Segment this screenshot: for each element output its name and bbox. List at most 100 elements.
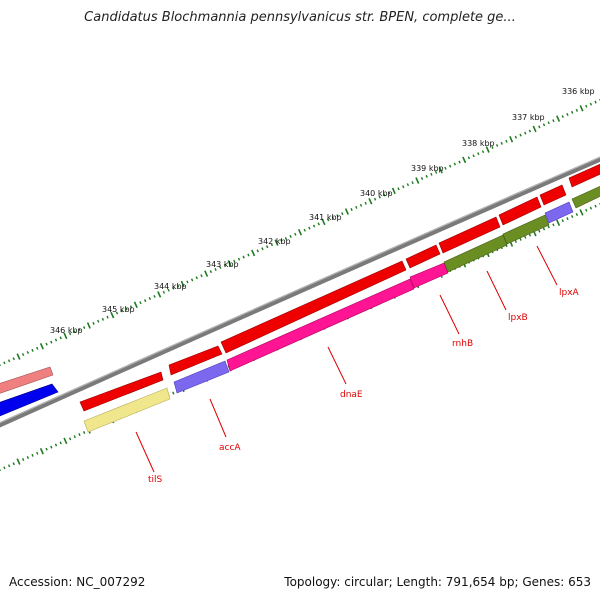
accession-label: Accession: NC_007292 bbox=[9, 575, 146, 589]
outer-scale-ruler bbox=[0, 98, 600, 367]
ruler-dot bbox=[106, 315, 109, 319]
ruler-dot bbox=[575, 108, 579, 112]
ruler-dot bbox=[430, 172, 433, 176]
ruler-dot bbox=[378, 195, 381, 199]
ruler-dot bbox=[402, 185, 405, 189]
callout-line-rnhB bbox=[439, 294, 460, 335]
ruler-dot bbox=[542, 123, 546, 127]
ruler-dot bbox=[68, 437, 72, 441]
ruler-dot bbox=[280, 239, 283, 242]
ruler-dot bbox=[570, 110, 574, 114]
ruler-dot bbox=[331, 216, 335, 220]
ruler-dot bbox=[570, 215, 574, 218]
gene-bar-accA[interactable] bbox=[173, 360, 230, 394]
ruler-dot bbox=[120, 309, 123, 313]
ruler-major-tick bbox=[415, 177, 420, 184]
ruler-dot bbox=[200, 274, 203, 278]
ruler-dot bbox=[233, 259, 236, 263]
ruler-dot bbox=[214, 268, 217, 271]
cds-feature[interactable] bbox=[568, 162, 600, 188]
cds-feature[interactable] bbox=[544, 201, 574, 224]
ruler-dot bbox=[50, 445, 53, 449]
ruler-dot bbox=[21, 353, 25, 357]
ruler-dot bbox=[59, 336, 62, 340]
ruler-dot bbox=[36, 451, 39, 455]
ruler-dot bbox=[82, 431, 86, 434]
ruler-major-tick bbox=[556, 115, 561, 122]
ruler-major-tick bbox=[391, 187, 396, 195]
gene-labels: tilS accA dnaE rnhB lpxB lpxA bbox=[148, 288, 580, 485]
ruler-dot bbox=[303, 228, 306, 232]
ruler-dot bbox=[434, 170, 438, 174]
ruler-dot bbox=[31, 348, 34, 352]
cds-feature[interactable] bbox=[220, 260, 407, 354]
ruler-dot bbox=[3, 361, 6, 365]
gene-bar-rnhB[interactable] bbox=[409, 262, 449, 289]
ruler-dot bbox=[92, 321, 95, 325]
cds-feature[interactable] bbox=[79, 371, 164, 412]
ruler-dot bbox=[514, 240, 518, 243]
ruler-major-tick bbox=[63, 437, 68, 445]
callout-line-lpxA bbox=[536, 245, 558, 286]
cds-feature[interactable] bbox=[0, 366, 54, 395]
ruler-dot bbox=[505, 139, 508, 143]
cds-feature[interactable] bbox=[405, 244, 441, 269]
cds-feature[interactable] bbox=[539, 184, 567, 206]
ruler-dot bbox=[101, 317, 105, 321]
ruler-major-tick bbox=[133, 301, 138, 309]
gene-bar-dnaE[interactable] bbox=[226, 278, 415, 372]
cds-feature[interactable] bbox=[168, 345, 223, 376]
ruler-major-tick bbox=[227, 260, 232, 267]
cds-feature[interactable] bbox=[0, 383, 59, 418]
gene-label-lpxA[interactable]: lpxA bbox=[559, 288, 580, 298]
gene-label-lpxB[interactable]: lpxB bbox=[508, 313, 528, 323]
ruler-dot bbox=[26, 351, 30, 354]
ruler-dot bbox=[373, 197, 377, 201]
cds-feature[interactable] bbox=[571, 184, 600, 209]
gene-bar-lpxB[interactable] bbox=[443, 234, 508, 273]
ruler-dot bbox=[458, 160, 461, 164]
ruler-dot bbox=[12, 357, 15, 361]
gene-label-dnaE[interactable]: dnaE bbox=[340, 390, 363, 400]
gene-label-accA[interactable]: accA bbox=[219, 443, 241, 453]
gene-label-tilS[interactable]: tilS bbox=[148, 475, 163, 485]
forward-strand-features bbox=[0, 162, 600, 412]
ruler-dot bbox=[317, 222, 320, 226]
cds-feature[interactable] bbox=[498, 196, 542, 226]
tick-label-339-kbp: 339 kbp bbox=[411, 164, 444, 173]
tick-label-336-kbp: 336 kbp bbox=[562, 87, 595, 96]
ruler-dot bbox=[73, 330, 76, 334]
ruler-dot bbox=[7, 359, 11, 363]
tick-label-346-kbp: 346 kbp bbox=[50, 326, 83, 335]
ruler-dot bbox=[528, 233, 532, 237]
gene-label-rnhB[interactable]: rnhB bbox=[452, 339, 473, 349]
ruler-dot bbox=[195, 276, 198, 280]
ruler-dot bbox=[326, 218, 330, 222]
ruler-dot bbox=[186, 280, 189, 284]
ruler-major-tick bbox=[438, 166, 443, 174]
ruler-dot bbox=[190, 278, 194, 282]
map-title: Candidatus Blochmannia pennsylvanicus st… bbox=[84, 10, 516, 25]
callout-line-lpxB bbox=[486, 270, 507, 311]
ruler-dot bbox=[3, 466, 6, 470]
gene-bar-tilS[interactable] bbox=[83, 387, 171, 433]
ruler-dot bbox=[129, 305, 133, 309]
tick-label-344-kbp: 344 kbp bbox=[154, 282, 187, 291]
ruler-dot bbox=[172, 391, 175, 395]
ruler-dot bbox=[585, 104, 588, 108]
ruler-major-tick bbox=[297, 228, 303, 236]
ruler-dot bbox=[519, 237, 522, 241]
ruler-major-tick bbox=[39, 342, 44, 350]
ruler-major-tick bbox=[344, 208, 349, 215]
ruler-dot bbox=[364, 201, 367, 205]
gene-bar-lpxA[interactable] bbox=[502, 214, 550, 245]
ruler-dot bbox=[538, 229, 541, 233]
ruler-major-tick bbox=[509, 135, 514, 143]
ruler-dot bbox=[167, 288, 170, 292]
cds-feature[interactable] bbox=[438, 216, 501, 254]
ruler-major-tick bbox=[532, 125, 537, 133]
callout-line-dnaE bbox=[327, 346, 347, 385]
ruler-major-tick bbox=[157, 291, 162, 298]
ruler-dot bbox=[115, 311, 119, 315]
